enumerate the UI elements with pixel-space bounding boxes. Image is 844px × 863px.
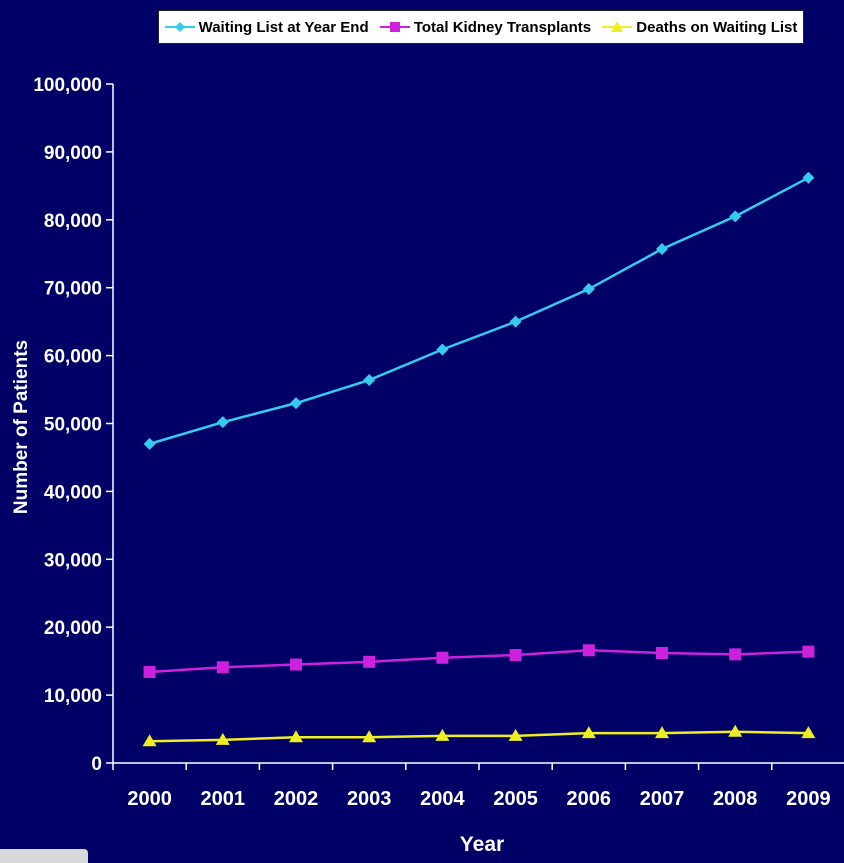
data-point (656, 647, 668, 660)
data-point (216, 416, 229, 429)
series-line (149, 730, 809, 743)
x-tick-label: 2004 (420, 788, 465, 810)
data-point (728, 724, 743, 737)
y-tick-label: 50,000 (44, 415, 102, 436)
y-tick-label: 70,000 (44, 279, 102, 300)
chart-legend: Waiting List at Year End Total Kidney Tr… (158, 10, 804, 44)
y-tick-label: 40,000 (44, 482, 102, 503)
legend-label: Deaths on Waiting List (636, 18, 798, 36)
y-tick-label: 0 (91, 754, 102, 775)
y-tick-label: 10,000 (44, 686, 102, 707)
y-tick-label: 20,000 (44, 618, 102, 639)
data-point (656, 242, 668, 255)
triangle-marker-icon (602, 20, 633, 34)
data-point (143, 437, 156, 450)
legend-entry-waiting-list: Waiting List at Year End (164, 18, 369, 36)
data-point (436, 651, 449, 664)
data-point (582, 283, 595, 296)
legend-label: Waiting List at Year End (198, 18, 369, 36)
plot-area (142, 171, 816, 747)
x-tick-label: 2009 (786, 788, 831, 810)
window-tab-edge (0, 849, 88, 863)
data-point (143, 666, 156, 679)
data-point (362, 730, 377, 743)
data-point (508, 728, 523, 741)
data-point (582, 644, 595, 657)
x-tick-label: 2000 (127, 788, 172, 810)
data-point (509, 315, 522, 328)
series-2 (143, 644, 815, 679)
y-tick-label: 90,000 (44, 143, 102, 164)
series-line (149, 176, 809, 446)
legend-entry-transplants: Total Kidney Transplants (379, 18, 592, 36)
data-point (655, 726, 669, 739)
data-point (215, 732, 230, 745)
data-point (801, 726, 816, 739)
y-tick-label: 30,000 (44, 550, 102, 571)
legend-label: Total Kidney Transplants (413, 18, 592, 36)
x-tick-label: 2003 (347, 788, 392, 810)
legend-entry-deaths: Deaths on Waiting List (602, 19, 797, 36)
x-tick-label: 2007 (640, 788, 685, 810)
series-3 (142, 724, 816, 747)
data-point (289, 730, 303, 743)
series-1 (143, 171, 815, 450)
data-point (729, 648, 742, 661)
square-marker-icon (379, 20, 410, 34)
y-tick-label: 80,000 (44, 211, 102, 232)
data-point (363, 655, 376, 668)
series-line (149, 649, 809, 674)
data-point (290, 397, 302, 410)
data-point (729, 210, 742, 223)
data-point (436, 343, 449, 356)
data-point (581, 726, 596, 739)
x-tick-label: 2001 (201, 788, 246, 810)
x-tick-label: 2002 (274, 788, 319, 810)
data-point (802, 645, 815, 658)
data-point (802, 171, 815, 184)
x-tick-label: 2006 (567, 788, 612, 810)
diamond-marker-icon (164, 20, 195, 34)
y-tick-label: 100,000 (33, 75, 102, 96)
data-point (142, 734, 157, 747)
y-axis-title: Number of Patients (11, 339, 32, 515)
chart-axes: 0 10,000 20,000 30,000 40,000 50,000 60,000 70,… (33, 75, 844, 810)
x-tick-label: 2005 (493, 788, 538, 810)
x-axis-title: Year (459, 833, 505, 856)
y-tick-label: 60,000 (44, 347, 102, 368)
data-point (509, 649, 522, 662)
data-point (363, 374, 376, 387)
data-point (290, 658, 302, 671)
x-tick-label: 2008 (713, 788, 758, 810)
data-point (216, 661, 229, 674)
data-point (435, 728, 450, 741)
